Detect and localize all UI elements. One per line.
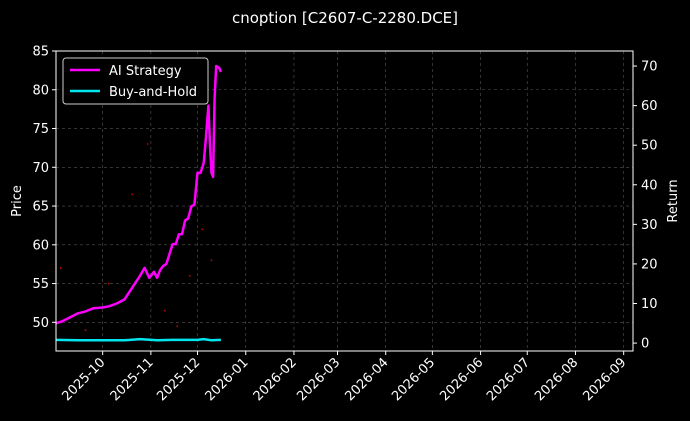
scatter-point [176,325,179,328]
y-tick-label: 80 [32,83,49,98]
y-tick-label: 65 [32,200,49,215]
scatter-point [84,329,87,331]
scatter-point [210,259,213,262]
y2-tick-label: 70 [641,60,658,75]
plot-area [55,64,223,342]
y2-tick-label: 10 [641,297,658,312]
right-y-axis: 0 10 20 30 40 50 60 70 [633,60,658,352]
y2-tick-label: 40 [641,178,658,193]
chart-title: cnoption [C2607-C-2280.DCE] [232,9,458,27]
legend: AI Strategy Buy-and-Hold [62,57,209,105]
scatter-point [146,143,149,145]
scatter-point [59,267,62,269]
y2-tick-label: 0 [641,337,649,352]
y2-tick-label: 50 [641,139,658,154]
y-axis-title: Price [10,185,25,217]
y2-tick-label: 60 [641,99,658,114]
scatter-point [188,274,191,277]
scatter-point [163,309,166,312]
scatter-point [107,282,110,285]
legend-label-ai-strategy: AI Strategy [109,64,182,79]
y2-tick-label: 20 [641,257,658,272]
scatter-point [131,193,134,196]
plot-frame [55,50,634,352]
legend-label-buy-and-hold: Buy-and-Hold [109,85,197,100]
left-y-axis: 50 55 60 65 70 75 80 85 [32,45,56,331]
ai-strategy-line [55,64,223,325]
y-tick-label: 85 [32,45,49,60]
y2-tick-label: 30 [641,218,658,233]
y-tick-label: 75 [32,122,49,137]
scatter-point [201,228,204,231]
y-tick-label: 55 [32,277,49,292]
y2-axis-title: Return [666,179,681,222]
buy-and-hold-line [55,337,221,342]
y-tick-label: 70 [32,161,49,176]
y-tick-label: 60 [32,238,49,253]
y-tick-label: 50 [32,316,49,331]
